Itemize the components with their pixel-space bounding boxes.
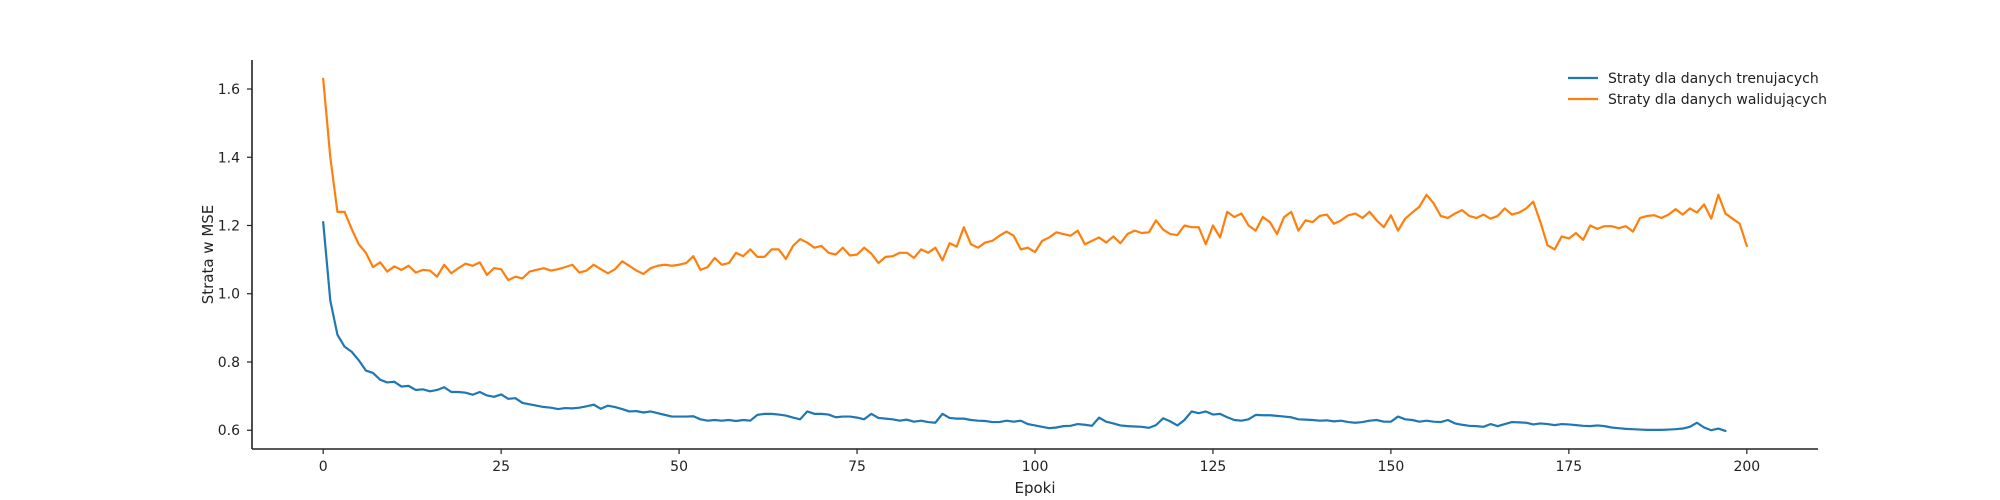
x-tick-label: 100 bbox=[1022, 459, 1049, 475]
series-lines bbox=[322, 77, 1748, 433]
y-tick-label: 1.2 bbox=[218, 218, 240, 234]
y-tick-label: 1.4 bbox=[218, 150, 240, 166]
train-loss-line bbox=[322, 220, 1727, 433]
y-tick-label: 0.8 bbox=[218, 355, 240, 371]
x-tick-label: 125 bbox=[1200, 459, 1227, 475]
x-tick-label: 150 bbox=[1378, 459, 1405, 475]
axes bbox=[251, 60, 1818, 450]
y-axis-label: Strata w MSE bbox=[199, 205, 217, 305]
x-tick-label: 25 bbox=[492, 459, 510, 475]
x-tick-label: 50 bbox=[670, 459, 688, 475]
x-tick-label: 175 bbox=[1555, 459, 1582, 475]
x-tick-label: 0 bbox=[319, 459, 328, 475]
y-tick-label: 0.6 bbox=[218, 423, 240, 439]
legend-label-train: Straty dla danych trenujacych bbox=[1608, 71, 1819, 87]
x-axis-label: Epoki bbox=[1014, 479, 1055, 497]
x-tick-label: 200 bbox=[1733, 459, 1760, 475]
x-ticks: 0 25 50 75 100 125 150 175 200 bbox=[319, 449, 1760, 475]
legend: Straty dla danych trenujacych Straty dla… bbox=[1568, 71, 1827, 108]
y-tick-label: 1.0 bbox=[218, 287, 240, 303]
y-ticks: 0.6 0.8 1.0 1.2 1.4 1.6 bbox=[218, 82, 252, 439]
y-tick-label: 1.6 bbox=[218, 82, 240, 98]
validation-loss-line bbox=[322, 77, 1748, 282]
legend-label-validation: Straty dla danych walidujących bbox=[1608, 92, 1827, 108]
x-tick-label: 75 bbox=[848, 459, 866, 475]
